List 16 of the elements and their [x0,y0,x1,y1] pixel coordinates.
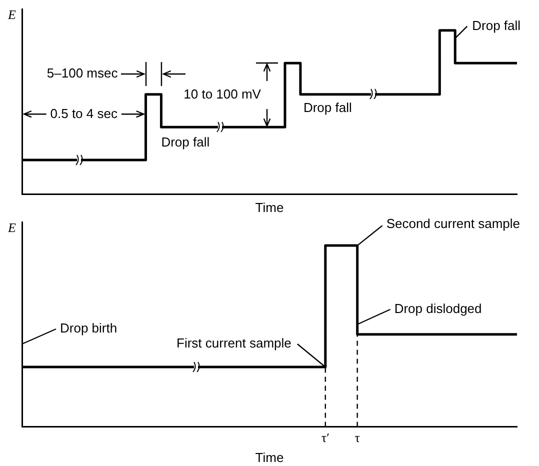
annotation: Drop birth [60,320,118,336]
annotation: Drop fall [303,100,352,115]
x-axis-title: Time [255,450,284,465]
annotation: 0.5 to 4 sec [50,106,118,121]
y-axis-title: E [7,6,16,22]
y-axis-title: E [7,220,16,235]
annotation: Drop dislodged [394,300,482,316]
annotation: First current sample [176,336,292,351]
x-tick-label: τ′ [321,430,330,446]
text: Second current sample [386,216,520,232]
annotation: Drop fall [472,18,521,33]
annotation: Drop fall [161,134,210,150]
annotation: 5–100 msec [46,66,118,81]
x-axis-title: Time [255,200,284,215]
x-tick-label: τ [354,430,360,446]
annotation: 10 to 100 mV [184,86,262,102]
